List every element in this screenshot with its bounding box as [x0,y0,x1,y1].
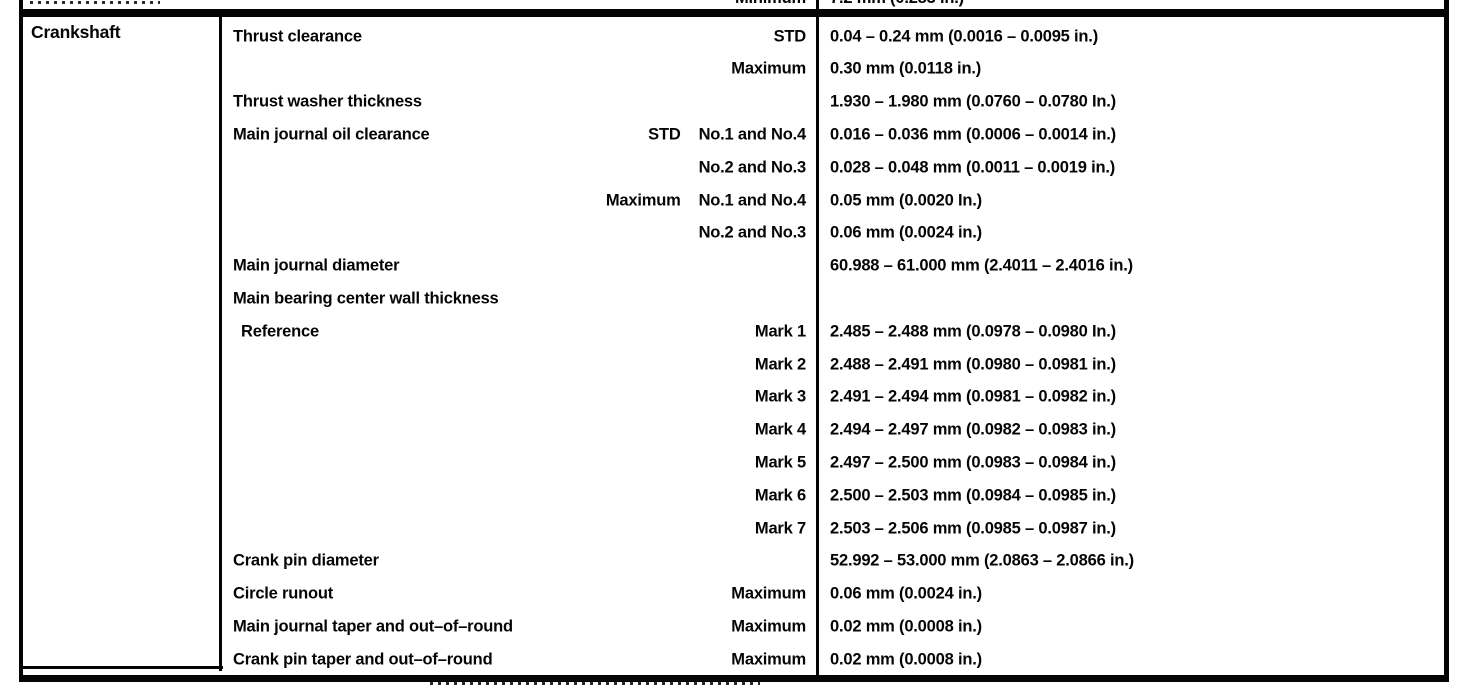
spec-qualifier: Mark 5 [755,453,806,472]
spec-qualifier-level: Maximum [605,191,681,209]
spec-row: No.2 and No.3 0.028 – 0.048 mm (0.0011 –… [0,151,1472,184]
spec-qualifier: Maximum [731,585,806,604]
spec-item-label: Thrust washer thickness [233,92,422,111]
spec-item-label: Main journal diameter [233,256,400,275]
spec-qualifier-detail: Maximum [731,650,806,669]
spec-value: 2.497 – 2.500 mm (0.0983 – 0.0984 in.) [830,453,1116,472]
component-cell-bottom-border [19,666,223,669]
spec-row: Mark 5 2.497 – 2.500 mm (0.0983 – 0.0984… [0,446,1472,479]
spec-qualifier: No.2 and No.3 [698,223,807,243]
spec-value: 0.30 mm (0.0118 in.) [830,59,982,78]
spec-item-label: Circle runout [233,584,334,603]
spec-row: Main journal taper and out–of–round Maxi… [0,610,1472,643]
column-divider-value [816,0,819,681]
spec-value: 2.491 – 2.494 mm (0.0981 – 0.0982 in.) [830,387,1116,406]
spec-qualifier: STD No.1 and No.4 [648,125,806,144]
clipped-value: 7.2 mm (0.283 in.) [830,0,964,8]
spec-qualifier-detail: Mark 6 [754,486,806,505]
spec-value: 52.992 – 53.000 mm (2.0863 – 2.0866 in.) [830,551,1134,570]
spec-row: Thrust clearance STD 0.04 – 0.24 mm (0.0… [0,20,1472,53]
spec-row: No.2 and No.3 0.06 mm (0.0024 in.) [0,217,1472,250]
spec-row: Crank pin diameter 52.992 – 53.000 mm (2… [0,545,1472,578]
spec-qualifier: Mark 2 [755,355,806,374]
table-border-bottom [19,675,1449,682]
spec-qualifier-detail: No.2 and No.3 [698,223,807,242]
spec-qualifier: No.2 and No.3 [698,158,807,177]
spec-row: Mark 4 2.494 – 2.497 mm (0.0982 – 0.0983… [0,414,1472,447]
spec-qualifier: Maximum [731,650,806,669]
spec-item-label: Main journal oil clearance [233,125,430,144]
spec-value: 0.05 mm (0.0020 In.) [830,191,982,209]
spec-row: Crank pin taper and out–of–round Maximum… [0,643,1472,676]
row-separator-top [19,9,1449,17]
spec-row: Mark 2 2.488 – 2.491 mm (0.0980 – 0.0981… [0,348,1472,381]
spec-qualifier-detail: Maximum [731,584,806,603]
section-label: Crankshaft [31,22,121,42]
spec-qualifier-level: STD [648,125,681,144]
spec-qualifier-detail: STD [773,27,807,45]
spec-qualifier-detail: Mark 2 [754,355,806,373]
spec-qualifier: Mark 3 [755,388,806,407]
spec-value: 0.06 mm (0.0024 in.) [830,584,982,603]
scan-artifact [30,1,160,4]
spec-item-label: Crank pin diameter [233,551,379,570]
spec-row: Mark 7 2.503 – 2.506 mm (0.0985 – 0.0987… [0,512,1472,545]
spec-qualifier-detail: Mark 3 [754,387,806,406]
spec-qualifier-detail: Mark 1 [754,322,806,341]
spec-item-label: Reference [241,322,319,341]
spec-row: Mark 6 2.500 – 2.503 mm (0.0984 – 0.0985… [0,479,1472,512]
spec-qualifier-detail: Maximum [731,59,806,78]
spec-item-label: Thrust clearance [233,27,362,45]
spec-value: 0.02 mm (0.0008 in.) [830,650,982,669]
scan-artifact [900,14,1080,16]
clipped-qualifier: Minimum [735,0,806,8]
spec-row: Main journal oil clearance STD No.1 and … [0,118,1472,151]
spec-row: Mark 3 2.491 – 2.494 mm (0.0981 – 0.0982… [0,381,1472,414]
spec-value: 2.503 – 2.506 mm (0.0985 – 0.0987 in.) [830,519,1116,537]
spec-value: 2.485 – 2.488 mm (0.0978 – 0.0980 In.) [830,322,1116,341]
spec-value: 0.02 mm (0.0008 in.) [830,617,982,636]
spec-row: Main journal diameter 60.988 – 61.000 mm… [0,250,1472,283]
spec-qualifier-detail: Maximum [731,617,806,636]
spec-row: Main bearing center wall thickness [0,282,1472,315]
spec-value: 2.494 – 2.497 mm (0.0982 – 0.0983 in.) [830,420,1116,439]
spec-value: 0.016 – 0.036 mm (0.0006 – 0.0014 in.) [830,125,1116,144]
table-border-left [19,0,23,681]
spec-qualifier-detail: No.1 and No.4 [698,191,807,209]
spec-qualifier-detail: Mark 4 [754,420,806,439]
spec-qualifier-detail: Mark 7 [754,519,806,537]
spec-qualifier: Mark 1 [755,322,806,341]
spec-value: 2.488 – 2.491 mm (0.0980 – 0.0981 in.) [830,355,1116,373]
spec-row: Maximum No.1 and No.4 0.05 mm (0.0020 In… [0,184,1472,217]
spec-row: Circle runout Maximum 0.06 mm (0.0024 in… [0,578,1472,611]
spec-row: Thrust washer thickness 1.930 – 1.980 mm… [0,86,1472,119]
spec-qualifier-detail: No.2 and No.3 [698,158,807,177]
spec-value: 60.988 – 61.000 mm (2.4011 – 2.4016 in.) [830,256,1133,275]
spec-qualifier: Mark 6 [755,486,806,505]
spec-value: 0.028 – 0.048 mm (0.0011 – 0.0019 in.) [830,158,1116,177]
spec-value: 2.500 – 2.503 mm (0.0984 – 0.0985 in.) [830,486,1116,505]
spec-item-label: Main journal taper and out–of–round [233,617,513,636]
scan-artifact [430,682,760,685]
spec-qualifier: Maximum [731,617,806,636]
spec-row: Reference Mark 1 2.485 – 2.488 mm (0.097… [0,315,1472,348]
spec-qualifier: Mark 7 [755,519,806,538]
spec-row: Maximum 0.30 mm (0.0118 in.) [0,53,1472,86]
spec-qualifier: STD [773,27,807,46]
spec-qualifier: Maximum [731,60,806,79]
spec-value: 0.06 mm (0.0024 in.) [830,223,982,242]
spec-item-label: Crank pin taper and out–of–round [233,650,493,669]
spec-item-label: Main bearing center wall thickness [233,289,499,308]
spec-qualifier-detail: Mark 5 [754,453,806,472]
column-divider-component [219,17,222,671]
spec-qualifier-detail: No.1 and No.4 [698,125,807,144]
spec-value: 1.930 – 1.980 mm (0.0760 – 0.0780 In.) [830,92,1116,111]
spec-qualifier: Mark 4 [755,421,806,440]
spec-value: 0.04 – 0.24 mm (0.0016 – 0.0095 in.) [830,27,1098,45]
table-border-right [1444,0,1449,681]
spec-qualifier: Maximum No.1 and No.4 [606,191,806,210]
